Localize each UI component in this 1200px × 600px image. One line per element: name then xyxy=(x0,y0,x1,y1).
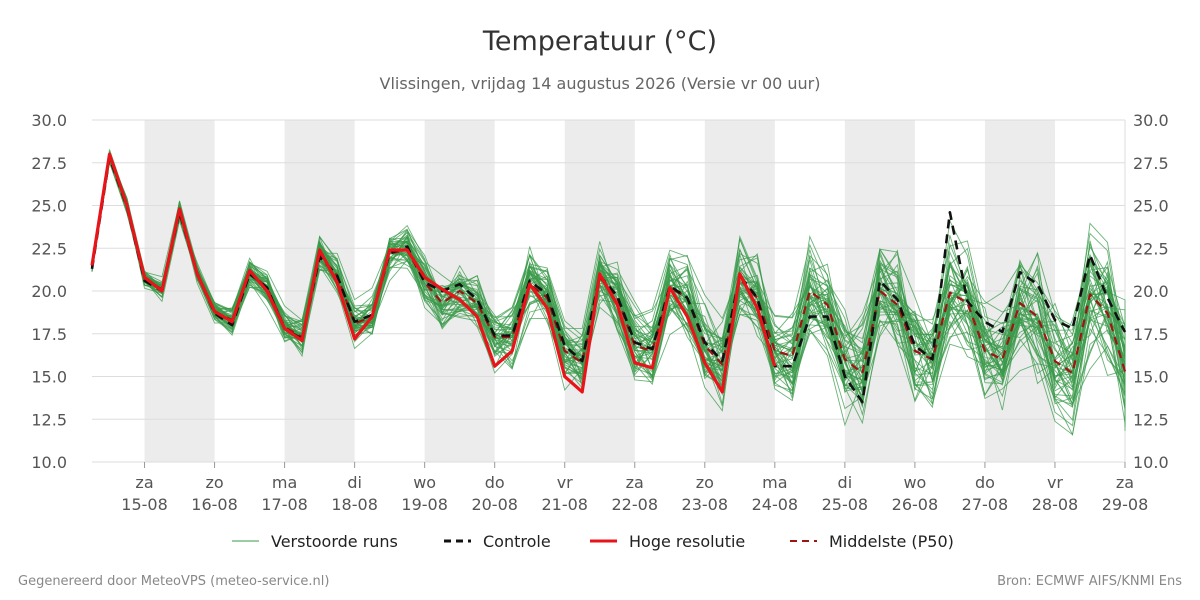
y-tick-label-left: 10.0 xyxy=(31,453,67,472)
ensemble-member-45 xyxy=(91,156,1126,431)
legend-item-1[interactable]: Verstoorde runs xyxy=(232,532,398,551)
grid-lines xyxy=(92,119,1126,463)
x-tick-day: za xyxy=(626,473,644,492)
x-tick-day: wo xyxy=(903,473,926,492)
legend-item-3[interactable]: Hoge resolutie xyxy=(590,532,745,551)
y-tick-label-right: 15.0 xyxy=(1133,368,1169,387)
ensemble-member-43 xyxy=(91,156,1126,391)
y-tick-label-right: 30.0 xyxy=(1133,111,1169,130)
y-tick-label-left: 17.5 xyxy=(31,325,67,344)
legend-label: Controle xyxy=(483,532,551,551)
x-tick-day: za xyxy=(135,473,153,492)
x-tick-date: 23-08 xyxy=(682,495,729,514)
legend-item-4[interactable]: Middelste (P50) xyxy=(790,532,954,551)
y-tick-label-right: 12.5 xyxy=(1133,410,1169,429)
x-tick-day: do xyxy=(975,473,995,492)
x-tick-date: 21-08 xyxy=(541,495,588,514)
x-tick-date: 17-08 xyxy=(261,495,308,514)
y-tick-label-right: 22.5 xyxy=(1133,239,1169,258)
axes: 10.0 10.0 12.5 12.5 15.0 15.0 17.5 17.5 20.0 20.0… xyxy=(31,111,1168,514)
x-tick-day: do xyxy=(485,473,505,492)
y-tick-label-left: 12.5 xyxy=(31,410,67,429)
x-tick-date: 20-08 xyxy=(471,495,518,514)
x-tick-date: 22-08 xyxy=(612,495,659,514)
legend[interactable]: Verstoorde runs Controle Hoge resolutie Mid… xyxy=(232,532,954,551)
legend-label: Middelste (P50) xyxy=(829,532,954,551)
footer-credit: Gegenereerd door MeteoVPS (meteo-service… xyxy=(18,574,329,589)
x-tick-date: 19-08 xyxy=(401,495,448,514)
y-tick-label-left: 30.0 xyxy=(31,111,67,130)
legend-item-2[interactable]: Controle xyxy=(444,532,551,551)
x-tick-day: ma xyxy=(272,473,297,492)
x-tick-day: zo xyxy=(205,473,223,492)
y-tick-label-left: 25.0 xyxy=(31,197,67,216)
y-tick-label-right: 27.5 xyxy=(1133,154,1169,173)
x-tick-day: di xyxy=(347,473,362,492)
x-tick-day: wo xyxy=(413,473,436,492)
y-tick-label-left: 27.5 xyxy=(31,154,67,173)
x-tick-date: 16-08 xyxy=(191,495,238,514)
chart-subtitle: Vlissingen, vrijdag 14 augustus 2026 (Ve… xyxy=(380,74,821,93)
ensemble-lines xyxy=(91,149,1126,436)
series-hoge-resolutie xyxy=(90,152,777,394)
y-tick-label-right: 17.5 xyxy=(1133,325,1169,344)
x-tick-day: ma xyxy=(762,473,787,492)
x-tick-day: vr xyxy=(1047,473,1063,492)
legend-label: Hoge resolutie xyxy=(629,532,745,551)
legend-label: Verstoorde runs xyxy=(271,532,398,551)
main-series xyxy=(90,152,1127,404)
x-tick-day: zo xyxy=(696,473,714,492)
y-tick-label-right: 25.0 xyxy=(1133,197,1169,216)
chart-title: Temperatuur (°C) xyxy=(482,26,717,57)
y-tick-label-left: 22.5 xyxy=(31,239,67,258)
y-tick-label-left: 20.0 xyxy=(31,282,67,301)
footer-source: Bron: ECMWF AIFS/KNMI Ens xyxy=(997,574,1182,589)
x-tick-date: 26-08 xyxy=(892,495,939,514)
x-tick-date: 15-08 xyxy=(121,495,168,514)
x-tick-date: 29-08 xyxy=(1102,495,1149,514)
y-tick-label-right: 20.0 xyxy=(1133,282,1169,301)
x-tick-date: 18-08 xyxy=(331,495,378,514)
y-tick-label-left: 15.0 xyxy=(31,368,67,387)
x-tick-date: 28-08 xyxy=(1032,495,1079,514)
x-tick-day: za xyxy=(1116,473,1134,492)
x-tick-date: 25-08 xyxy=(822,495,869,514)
x-tick-day: di xyxy=(838,473,853,492)
x-tick-date: 27-08 xyxy=(962,495,1009,514)
x-tick-day: vr xyxy=(557,473,573,492)
y-tick-label-right: 10.0 xyxy=(1133,453,1169,472)
x-tick-date: 24-08 xyxy=(752,495,799,514)
